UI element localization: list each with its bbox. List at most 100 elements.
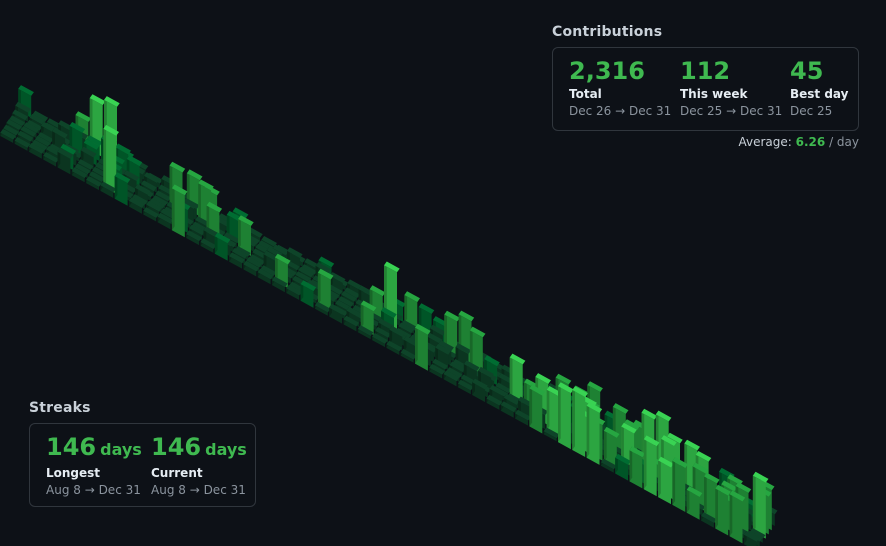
bar-face-top xyxy=(369,285,386,297)
bar-face-top xyxy=(260,265,277,276)
bar-face-top xyxy=(301,264,317,275)
contribution-bar xyxy=(415,323,431,371)
bar-face-top xyxy=(503,394,520,405)
bar-face-top xyxy=(381,307,397,318)
bar-face-top xyxy=(404,291,420,303)
bar-face-top xyxy=(286,284,302,296)
bar-face-top xyxy=(275,253,291,265)
bar-face-front xyxy=(286,288,300,300)
bar-face-top xyxy=(357,325,374,336)
bar-face-top xyxy=(743,530,760,542)
bar-face-top xyxy=(9,115,25,127)
bar-face-top xyxy=(529,384,545,396)
bar-face-top xyxy=(430,324,446,336)
bar-face-front xyxy=(357,328,371,340)
bar-face-top xyxy=(695,451,712,462)
bar-face-top xyxy=(141,180,157,192)
bar-face-top xyxy=(641,408,658,420)
bar-face-top xyxy=(672,457,688,468)
stat-best-day-range: Dec 25 xyxy=(790,104,833,118)
bar-face-side xyxy=(586,402,590,458)
bar-face-top xyxy=(655,410,672,422)
contribution-bar xyxy=(404,291,420,330)
bar-face-top xyxy=(20,126,37,137)
bar-face-front xyxy=(329,307,343,324)
bar-face-top xyxy=(624,419,640,430)
contribution-bar xyxy=(317,268,334,312)
bar-face-top xyxy=(103,124,119,136)
bar-face-side xyxy=(603,426,607,462)
bar-face-front xyxy=(14,140,28,151)
bar-face-side xyxy=(572,386,575,450)
bar-face-front xyxy=(415,327,428,371)
bar-face-top xyxy=(427,332,443,344)
bar-face-top xyxy=(29,113,46,125)
bar-face-front xyxy=(171,188,185,238)
bar-face-top xyxy=(600,458,617,470)
bar-face-front xyxy=(472,382,486,403)
bar-face-top xyxy=(389,325,405,337)
bar-face-top xyxy=(401,319,417,331)
streak-longest-range: Aug 8 → Dec 31 xyxy=(46,483,141,497)
bar-face-top xyxy=(449,361,466,373)
bar-face-front xyxy=(343,319,357,332)
contribution-bar xyxy=(472,378,488,403)
bar-face-top xyxy=(415,323,431,335)
bar-face-front xyxy=(658,460,671,505)
bar-face-top xyxy=(515,409,531,421)
bar-face-top xyxy=(729,490,746,502)
contribution-bar xyxy=(529,384,545,434)
bar-face-top xyxy=(400,348,417,360)
bar-face-top xyxy=(89,171,105,183)
bar-face-top xyxy=(89,94,106,106)
contribution-bar xyxy=(603,426,620,469)
bar-face-front xyxy=(643,439,657,497)
bar-face-side xyxy=(214,232,218,254)
stat-week-label: This week xyxy=(680,87,748,101)
bar-face-top xyxy=(658,456,674,468)
bar-face-top xyxy=(500,401,517,413)
contribution-bar xyxy=(257,268,274,285)
contribution-bar xyxy=(389,325,405,351)
contribution-bar xyxy=(600,458,617,473)
bar-face-top xyxy=(298,266,314,278)
stat-week: 112 This week Dec 25 → Dec 31 xyxy=(680,56,782,120)
bar-face-top xyxy=(86,176,102,187)
bar-face-top xyxy=(587,381,603,392)
bar-face-top xyxy=(229,252,245,264)
bar-face-top xyxy=(129,197,145,208)
bar-face-top xyxy=(329,303,345,315)
bar-face-top xyxy=(486,394,503,406)
bar-face-top xyxy=(315,262,332,273)
contribution-bar xyxy=(457,379,474,395)
contribution-bar xyxy=(386,340,402,355)
bar-face-front xyxy=(389,329,403,351)
bar-face-front xyxy=(686,489,700,520)
bar-face-front xyxy=(300,284,314,308)
bar-face-top xyxy=(261,236,277,247)
bar-face-top xyxy=(360,300,377,312)
contribution-bar xyxy=(229,252,245,269)
contribution-bar xyxy=(28,142,45,159)
bar-face-front xyxy=(729,494,743,544)
bar-face-side xyxy=(469,326,473,371)
bar-face-top xyxy=(149,198,165,210)
bar-face-front xyxy=(515,413,528,426)
contribution-bar xyxy=(729,490,746,544)
bar-face-top xyxy=(186,169,203,181)
bar-face-front xyxy=(629,450,643,489)
bar-face-front xyxy=(143,210,157,222)
bar-face-top xyxy=(335,299,351,311)
bar-face-side xyxy=(103,124,107,187)
contribution-bar xyxy=(500,401,517,418)
bar-face-side xyxy=(729,490,733,537)
bar-face-top xyxy=(32,110,49,122)
bar-face-top xyxy=(686,486,703,497)
bar-face-top xyxy=(489,385,506,396)
bar-face-top xyxy=(144,172,160,183)
bar-face-front xyxy=(372,336,385,348)
bar-face-top xyxy=(469,326,486,338)
bar-face-front xyxy=(238,219,251,256)
bar-face-top xyxy=(692,462,709,474)
contribution-bar xyxy=(238,215,254,256)
